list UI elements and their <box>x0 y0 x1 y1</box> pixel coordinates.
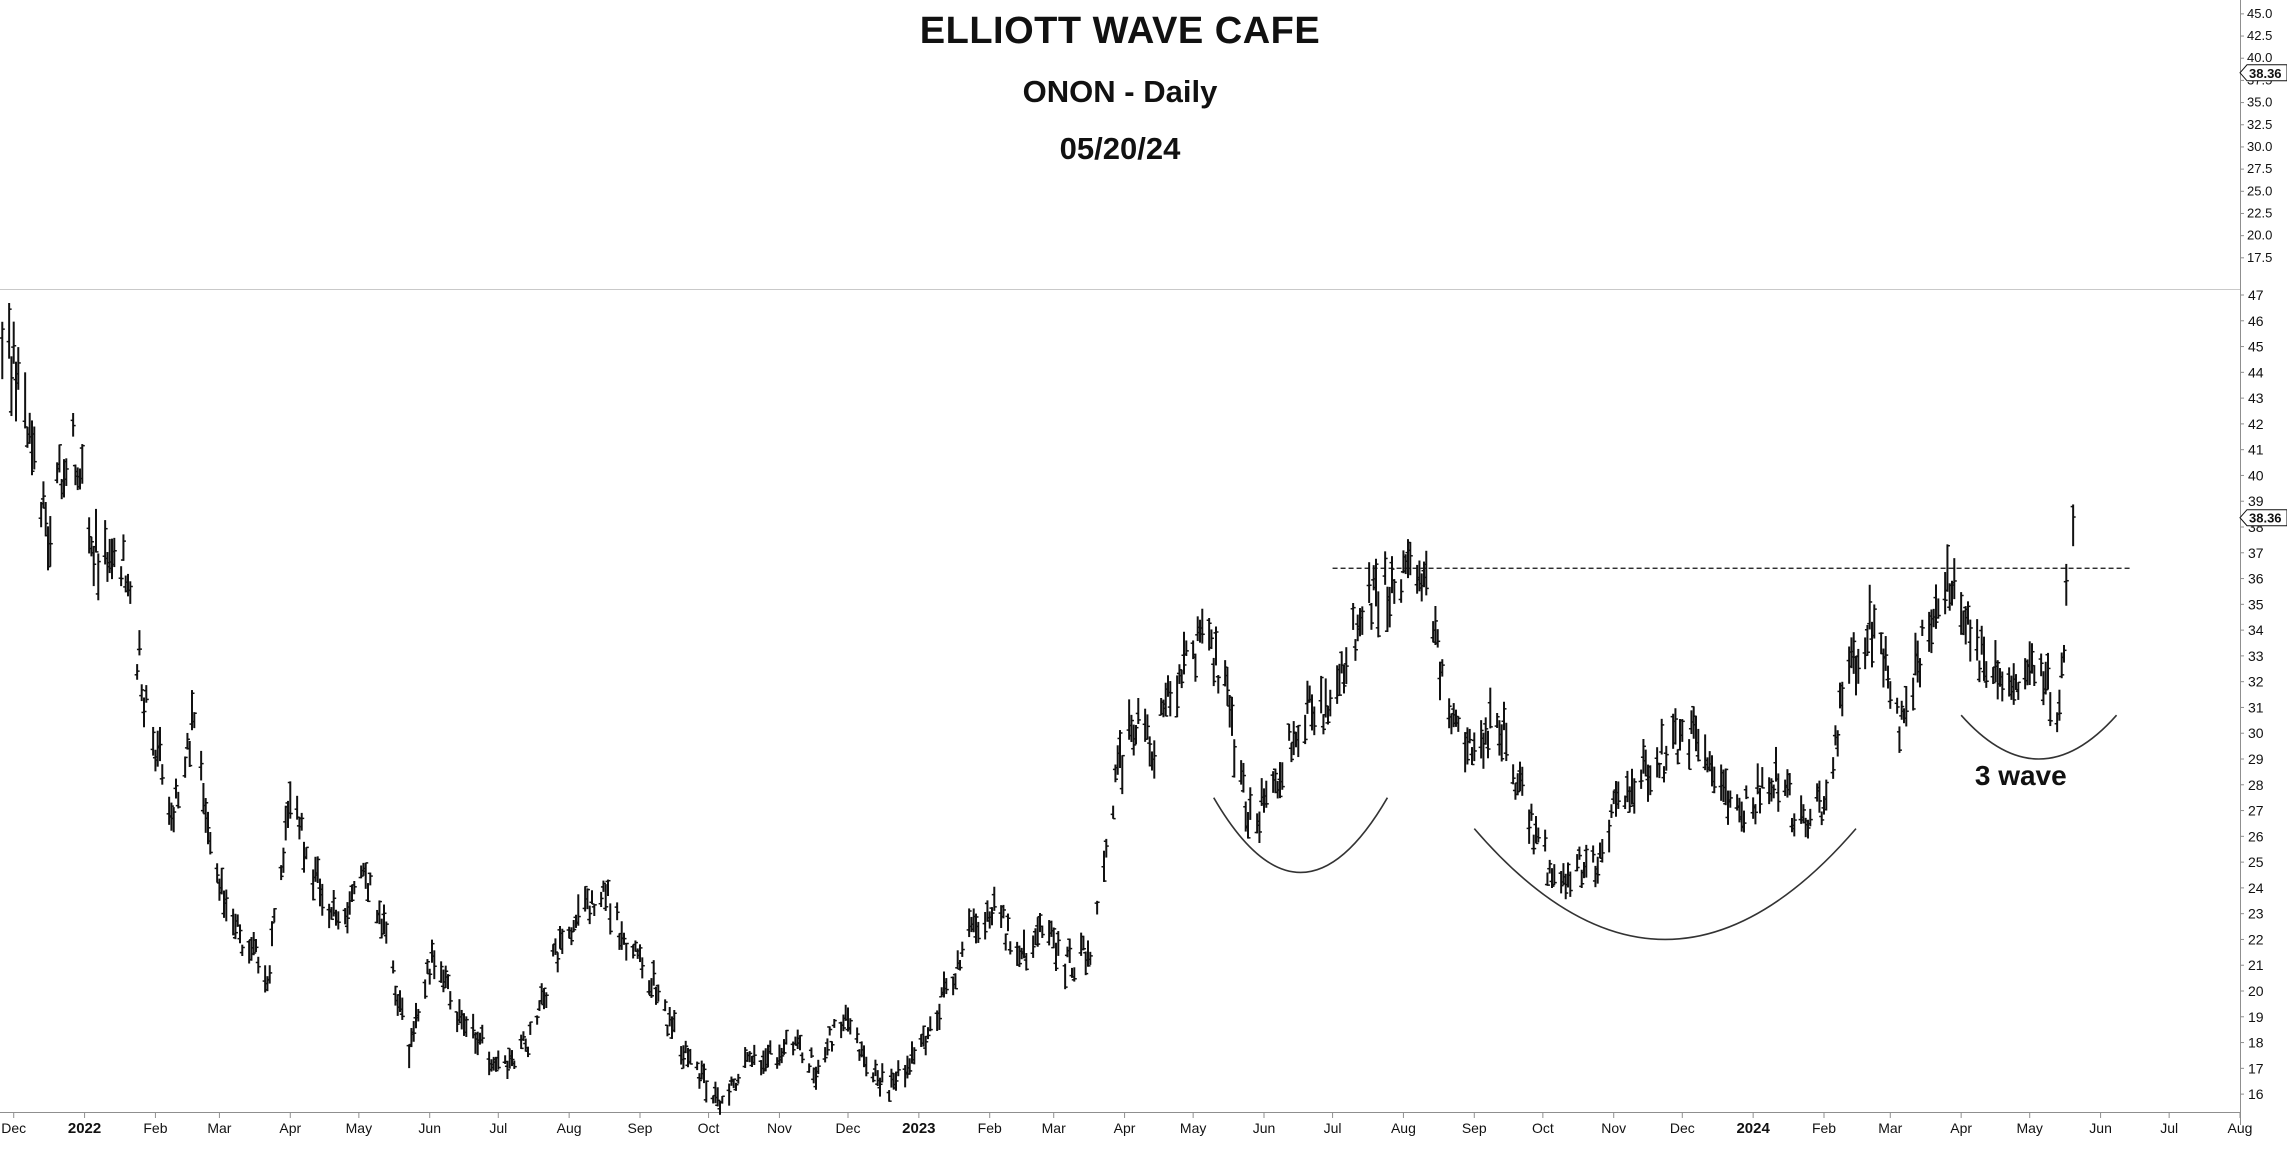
chart-subtitle: ONON - Daily <box>1022 74 1218 109</box>
x-axis-tick-label: Jul <box>489 1120 507 1136</box>
x-axis-tick-label: Jul <box>2160 1120 2178 1136</box>
x-axis-tick-label: Oct <box>1532 1120 1554 1136</box>
main-axis-tick-label: 25 <box>2248 854 2264 870</box>
x-axis-tick-label: May <box>2016 1120 2042 1136</box>
main-axis-tick-label: 31 <box>2248 699 2264 715</box>
main-axis-tick-label: 28 <box>2248 777 2264 793</box>
main-axis-tick-label: 33 <box>2248 648 2264 664</box>
rounding-bottom-arc-2 <box>1473 828 1857 941</box>
main-axis-tick-label: 17 <box>2248 1060 2264 1076</box>
x-axis-tick-label: Apr <box>1950 1120 1972 1136</box>
main-axis-tick-label: 39 <box>2248 493 2264 509</box>
main-axis-tick-label: 45 <box>2248 339 2264 355</box>
upper-price-axis <box>2240 0 2287 290</box>
main-axis-tick-label: 44 <box>2248 364 2264 380</box>
x-axis-tick-label: Nov <box>1601 1120 1626 1136</box>
x-axis-tick-label: May <box>1180 1120 1206 1136</box>
x-axis-tick-label: Feb <box>978 1120 1002 1136</box>
x-axis-tick-label: Aug <box>1391 1120 1416 1136</box>
rounding-bottom-arc-1 <box>1213 797 1389 873</box>
upper-axis-tick-label: 45.0 <box>2247 6 2272 21</box>
x-axis-tick-label: Jul <box>1324 1120 1342 1136</box>
main-price-axis <box>2240 290 2287 1125</box>
upper-axis-tick-label: 42.5 <box>2247 28 2272 43</box>
x-axis-tick-label: Dec <box>836 1120 861 1136</box>
upper-axis-tick-label: 22.5 <box>2247 205 2272 220</box>
upper-axis-tick-label: 30.0 <box>2247 139 2272 154</box>
upper-axis-tick-label: 27.5 <box>2247 161 2272 176</box>
main-last-price-tag <box>2239 509 2287 527</box>
main-axis-tick-label: 23 <box>2248 906 2264 922</box>
main-axis-tick-label: 35 <box>2248 596 2264 612</box>
upper-axis-tick-label: 25.0 <box>2247 183 2272 198</box>
main-axis-tick-label: 47 <box>2248 287 2264 303</box>
main-last-price-label: 38.36 <box>2249 511 2282 526</box>
x-axis-tick-label: Jun <box>2089 1120 2112 1136</box>
main-axis-tick-label: 27 <box>2248 803 2264 819</box>
main-axis-tick-label: 42 <box>2248 416 2264 432</box>
x-axis-tick-label: Jun <box>418 1120 441 1136</box>
upper-axis-tick-label: 20.0 <box>2247 228 2272 243</box>
x-axis-tick-label: Jun <box>1253 1120 1276 1136</box>
x-axis-tick-label: 2024 <box>1736 1120 1770 1137</box>
x-axis-tick-label: Feb <box>1812 1120 1836 1136</box>
chart-header: ELLIOTT WAVE CAFE ONON - Daily 05/20/24 <box>0 0 2240 290</box>
main-axis-tick-label: 24 <box>2248 880 2264 896</box>
upper-axis-tick-label: 17.5 <box>2247 250 2272 265</box>
main-axis-tick-label: 21 <box>2248 957 2264 973</box>
main-axis-tick-label: 32 <box>2248 674 2264 690</box>
x-axis-tick-label: Feb <box>143 1120 167 1136</box>
main-axis-tick-label: 20 <box>2248 983 2264 999</box>
main-axis-tick-label: 18 <box>2248 1035 2264 1051</box>
main-axis-tick-label: 37 <box>2248 545 2264 561</box>
main-axis-tick-label: 46 <box>2248 313 2264 329</box>
upper-last-price-tag <box>2239 64 2287 82</box>
upper-axis-tick-label: 40.0 <box>2247 50 2272 65</box>
main-axis-tick-label: 30 <box>2248 725 2264 741</box>
x-axis-tick-label: Apr <box>1114 1120 1136 1136</box>
rounding-bottom-arc-3 <box>1960 714 2118 760</box>
x-axis-tick-label: 2023 <box>902 1120 935 1137</box>
main-axis-tick-label: 36 <box>2248 571 2264 587</box>
x-axis-tick-label: Aug <box>2228 1120 2253 1136</box>
chart-bottom-border <box>0 1112 2240 1113</box>
x-axis-tick-label: Mar <box>1042 1120 1066 1136</box>
upper-axis-tick-label: 35.0 <box>2247 95 2272 110</box>
main-axis-tick-label: 22 <box>2248 931 2264 947</box>
x-axis-tick-label: Dec <box>1670 1120 1695 1136</box>
main-axis-tick-label: 26 <box>2248 828 2264 844</box>
chart-frame-right <box>2240 0 2241 1125</box>
x-axis-tick-label: Sep <box>1462 1120 1487 1136</box>
three-wave-annotation: 3 wave <box>1975 760 2067 791</box>
x-axis-tick-label: Dec <box>1 1120 26 1136</box>
x-axis-tick-label: Sep <box>628 1120 653 1136</box>
main-axis-tick-label: 40 <box>2248 467 2264 483</box>
main-axis-tick-label: 19 <box>2248 1009 2264 1025</box>
chart-date: 05/20/24 <box>1059 131 1181 166</box>
x-axis-tick-label: Mar <box>207 1120 231 1136</box>
upper-axis-tick-label: 32.5 <box>2247 117 2272 132</box>
upper-last-price-label: 38.36 <box>2249 66 2282 81</box>
x-axis-tick-label: Oct <box>698 1120 720 1136</box>
main-axis-tick-label: 41 <box>2248 442 2264 458</box>
main-axis-tick-label: 29 <box>2248 751 2264 767</box>
x-axis-tick-label: May <box>346 1120 372 1136</box>
main-axis-tick-label: 16 <box>2248 1086 2264 1102</box>
x-axis-tick-label: Aug <box>557 1120 582 1136</box>
chart-title: ELLIOTT WAVE CAFE <box>919 10 1321 52</box>
x-axis-tick-label: 2022 <box>68 1120 101 1137</box>
main-axis-tick-label: 43 <box>2248 390 2264 406</box>
main-axis-tick-label: 34 <box>2248 622 2264 638</box>
x-axis-tick-label: Mar <box>1878 1120 1902 1136</box>
x-axis-tick-label: Apr <box>279 1120 301 1136</box>
x-axis-tick-label: Nov <box>767 1120 792 1136</box>
